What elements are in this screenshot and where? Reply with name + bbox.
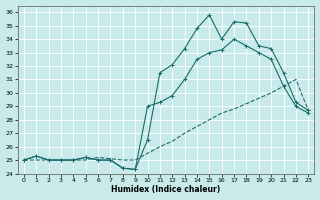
- X-axis label: Humidex (Indice chaleur): Humidex (Indice chaleur): [111, 185, 221, 194]
